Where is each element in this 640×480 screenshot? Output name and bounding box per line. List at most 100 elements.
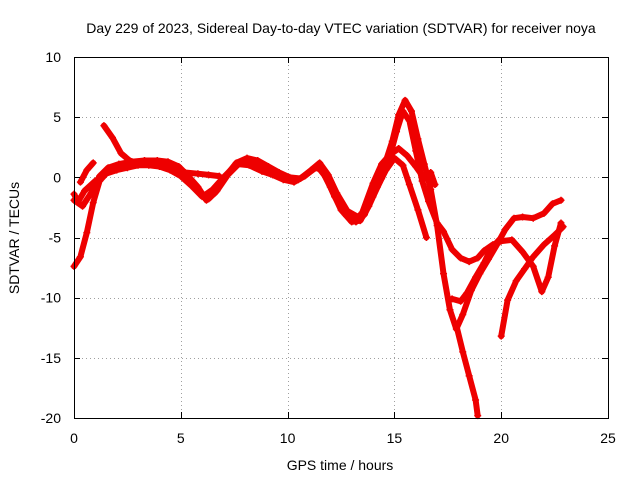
data-point-marker [495, 236, 503, 244]
data-point-marker [296, 175, 304, 183]
data-point-marker [399, 161, 407, 169]
data-point-marker [465, 372, 473, 380]
data-point-marker [431, 181, 439, 189]
x-tick-label: 5 [177, 430, 185, 446]
chart-title: Day 229 of 2023, Sidereal Day-to-day VTE… [86, 20, 596, 36]
data-point-marker [448, 295, 456, 303]
series-line [71, 155, 430, 270]
data-point-marker [407, 107, 415, 115]
data-point-marker [181, 169, 189, 177]
series-line [498, 223, 567, 340]
data-point-marker [472, 396, 480, 404]
data-point-marker [452, 321, 460, 329]
data-point-marker [87, 189, 95, 197]
data-point-marker [316, 159, 324, 167]
data-point-marker [100, 122, 108, 130]
data-point-marker [215, 172, 223, 180]
data-point-marker [414, 135, 422, 143]
data-point-marker [81, 187, 89, 195]
data-point-marker [521, 265, 529, 273]
data-point-marker [427, 185, 435, 193]
data-series-track-7 [448, 236, 503, 305]
x-axis-label: GPS time / hours [287, 457, 394, 473]
y-tick-label: -10 [41, 290, 61, 306]
series-group [70, 96, 567, 420]
data-point-marker [427, 169, 435, 177]
data-series-track-2 [70, 107, 565, 296]
data-point-marker [472, 273, 480, 281]
data-point-marker [519, 213, 527, 221]
data-point-marker [395, 111, 403, 119]
data-point-marker [222, 172, 230, 180]
data-point-marker [194, 170, 202, 178]
data-point-marker [504, 296, 512, 304]
data-point-marker [352, 218, 360, 226]
data-series-track-6 [358, 144, 439, 216]
data-point-marker [79, 202, 87, 210]
data-point-marker [422, 234, 430, 241]
y-tick-label: 10 [45, 49, 61, 65]
data-point-marker [463, 289, 471, 297]
data-point-marker [343, 207, 351, 215]
data-point-marker [508, 236, 516, 244]
data-point-marker [211, 189, 219, 197]
series-line [71, 97, 564, 332]
data-point-marker [474, 254, 482, 262]
data-point-marker [194, 183, 202, 191]
data-point-marker [540, 209, 548, 217]
y-tick-label: -20 [41, 410, 61, 426]
data-point-marker [414, 206, 422, 214]
y-tick-label: 5 [53, 109, 61, 125]
data-point-marker [412, 163, 420, 171]
data-point-marker [76, 253, 84, 261]
data-point-marker [420, 175, 428, 183]
x-tick-label: 0 [70, 430, 78, 446]
data-point-marker [519, 248, 527, 256]
data-point-marker [529, 253, 537, 261]
data-point-marker [254, 156, 262, 164]
data-point-marker [104, 164, 112, 172]
data-point-marker [405, 181, 413, 189]
data-point-marker [538, 288, 546, 296]
data-point-marker [446, 306, 454, 314]
x-tick-label: 20 [493, 430, 509, 446]
data-point-marker [551, 242, 559, 250]
data-point-marker [440, 227, 448, 235]
data-point-marker [115, 160, 123, 168]
y-tick-label: -5 [49, 230, 62, 246]
data-point-marker [420, 160, 428, 168]
data-point-marker [448, 246, 456, 254]
data-point-marker [510, 214, 518, 222]
data-point-marker [89, 199, 97, 207]
data-point-marker [457, 297, 465, 305]
data-point-marker [264, 163, 272, 171]
data-point-marker [403, 152, 411, 160]
x-tick-label: 10 [280, 430, 296, 446]
grid [74, 57, 608, 418]
data-point-marker [386, 150, 394, 158]
data-point-marker [433, 221, 441, 229]
data-point-marker [487, 246, 495, 254]
data-point-marker [202, 196, 210, 204]
data-point-marker [147, 160, 155, 168]
data-point-marker [369, 179, 377, 187]
data-point-marker [559, 223, 567, 231]
y-tick-label: 0 [53, 169, 61, 185]
data-point-marker [557, 196, 565, 204]
data-series-track-5 [76, 159, 97, 186]
x-tick-label: 25 [600, 430, 616, 446]
data-point-marker [76, 178, 84, 186]
y-tick-label: -15 [41, 350, 61, 366]
data-point-marker [440, 270, 448, 278]
data-point-marker [243, 154, 251, 162]
y-axis-label: SDTVAR / TECUs [6, 182, 22, 294]
data-point-marker [480, 259, 488, 267]
x-tick-label: 15 [387, 430, 403, 446]
data-point-marker [89, 159, 97, 167]
data-point-marker [205, 171, 213, 179]
data-series-track-8 [452, 321, 482, 420]
data-point-marker [358, 208, 366, 216]
data-point-marker [551, 231, 559, 239]
data-point-marker [354, 213, 362, 221]
series-line [359, 145, 438, 216]
